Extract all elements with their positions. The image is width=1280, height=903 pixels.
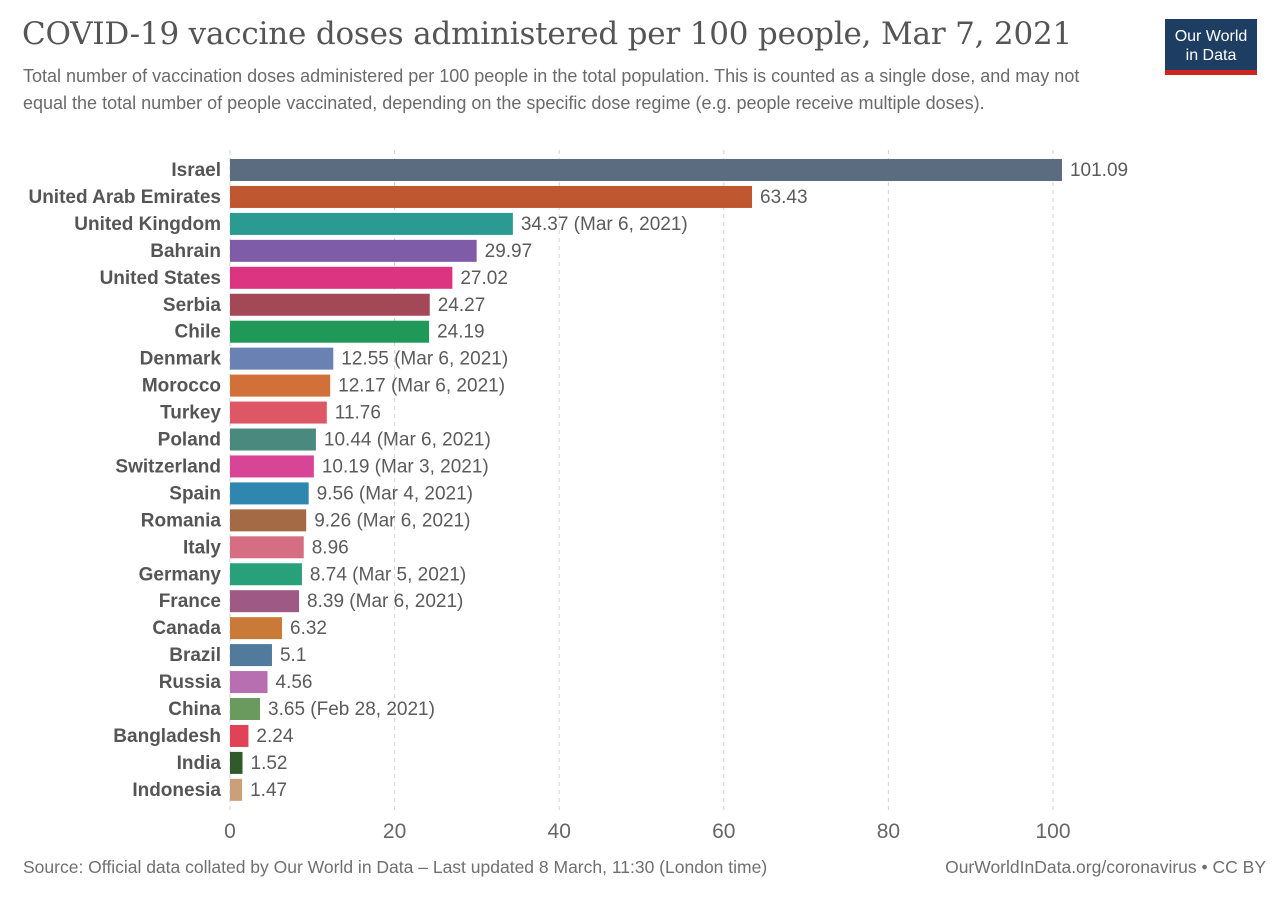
bar[interactable] bbox=[230, 751, 243, 774]
category-label: Bahrain bbox=[150, 241, 221, 262]
value-label: 5.1 bbox=[280, 645, 306, 666]
bar[interactable] bbox=[230, 320, 430, 343]
bar[interactable] bbox=[230, 401, 327, 424]
bar[interactable] bbox=[230, 185, 753, 208]
category-labels: Israel United Arab Emirates United Kingdom… bbox=[28, 160, 221, 801]
category-label: India bbox=[177, 753, 222, 774]
category-label: Brazil bbox=[169, 645, 221, 666]
bar[interactable] bbox=[230, 239, 477, 262]
bar[interactable] bbox=[230, 509, 307, 532]
category-label: Turkey bbox=[160, 403, 221, 424]
value-label: 6.32 bbox=[290, 618, 327, 639]
category-label: Indonesia bbox=[132, 780, 221, 801]
category-label: Switzerland bbox=[115, 456, 221, 477]
value-label: 9.56 (Mar 4, 2021) bbox=[317, 483, 473, 504]
bar[interactable] bbox=[230, 698, 261, 720]
value-label: 34.37 (Mar 6, 2021) bbox=[521, 214, 688, 235]
value-label: 101.09 bbox=[1070, 160, 1128, 181]
bar[interactable] bbox=[230, 455, 314, 478]
bar[interactable] bbox=[230, 778, 243, 801]
category-label: Israel bbox=[171, 160, 221, 181]
owid-logo[interactable]: Our World in Data bbox=[1165, 19, 1257, 75]
chart-title: COVID-19 vaccine doses administered per … bbox=[22, 16, 1073, 52]
grid-lines bbox=[229, 150, 1054, 810]
value-label: 11.76 bbox=[335, 403, 381, 424]
bar[interactable] bbox=[230, 671, 268, 694]
bar[interactable] bbox=[230, 347, 334, 370]
bars bbox=[230, 159, 1062, 801]
value-label: 29.97 bbox=[485, 241, 533, 262]
value-label: 2.24 bbox=[256, 726, 293, 747]
footer-source: Source: Official data collated by Our Wo… bbox=[23, 857, 768, 877]
value-label: 10.19 (Mar 3, 2021) bbox=[322, 456, 489, 477]
category-label: Morocco bbox=[142, 376, 221, 397]
logo-line-2: in Data bbox=[1185, 47, 1237, 64]
bar[interactable] bbox=[230, 159, 1062, 181]
category-label: Chile bbox=[175, 322, 221, 343]
bar[interactable] bbox=[230, 266, 453, 289]
bar[interactable] bbox=[230, 374, 331, 397]
value-label: 1.52 bbox=[251, 753, 288, 774]
value-label: 3.65 (Feb 28, 2021) bbox=[268, 699, 435, 720]
value-label: 27.02 bbox=[460, 268, 508, 289]
value-label: 24.19 bbox=[437, 322, 485, 343]
bar[interactable] bbox=[230, 563, 302, 586]
category-label: United States bbox=[100, 268, 221, 289]
value-label: 12.17 (Mar 6, 2021) bbox=[338, 376, 505, 397]
value-labels: 101.09 63.43 34.37 (Mar 6, 2021) 29.97 27.02… bbox=[250, 160, 1128, 801]
chart-subtitle: Total number of vaccination doses admini… bbox=[23, 66, 1080, 113]
value-label: 24.27 bbox=[438, 295, 486, 316]
bar[interactable] bbox=[230, 212, 513, 235]
x-tick-label: 100 bbox=[1035, 820, 1070, 843]
x-tick-label: 0 bbox=[224, 820, 236, 843]
value-label: 8.96 bbox=[312, 537, 349, 558]
bar[interactable] bbox=[230, 617, 283, 640]
value-label: 8.39 (Mar 6, 2021) bbox=[307, 591, 463, 612]
category-label: Canada bbox=[152, 618, 221, 639]
x-tick-label: 40 bbox=[548, 820, 571, 843]
bar[interactable] bbox=[230, 590, 300, 613]
footer-url-license[interactable]: OurWorldInData.org/coronavirus • CC BY bbox=[945, 857, 1266, 877]
category-label: Italy bbox=[183, 537, 221, 558]
category-label: Denmark bbox=[140, 349, 222, 370]
value-label: 63.43 bbox=[760, 187, 808, 208]
bar[interactable] bbox=[230, 482, 309, 505]
bar[interactable] bbox=[230, 536, 304, 559]
x-tick-label: 80 bbox=[877, 820, 900, 843]
category-label: Poland bbox=[158, 430, 221, 451]
category-label: France bbox=[159, 591, 221, 612]
category-label: United Arab Emirates bbox=[28, 187, 221, 208]
x-axis-ticks: 0 20 40 60 80 100 bbox=[224, 820, 1070, 843]
value-label: 10.44 (Mar 6, 2021) bbox=[324, 430, 491, 451]
value-label: 9.26 (Mar 6, 2021) bbox=[314, 510, 470, 531]
x-tick-label: 20 bbox=[383, 820, 406, 843]
bar[interactable] bbox=[230, 293, 430, 316]
category-label: Bangladesh bbox=[113, 726, 221, 747]
category-label: Russia bbox=[159, 672, 222, 693]
logo-line-1: Our World bbox=[1174, 28, 1248, 45]
value-label: 12.55 (Mar 6, 2021) bbox=[341, 349, 508, 370]
bar[interactable] bbox=[230, 428, 316, 451]
bar[interactable] bbox=[230, 644, 272, 667]
category-label: Spain bbox=[169, 483, 221, 504]
category-label: Romania bbox=[141, 510, 222, 531]
bar[interactable] bbox=[230, 724, 249, 747]
x-tick-label: 60 bbox=[712, 820, 735, 843]
category-label: China bbox=[168, 699, 221, 720]
category-label: Serbia bbox=[163, 295, 222, 316]
category-label: Germany bbox=[139, 564, 222, 585]
value-label: 1.47 bbox=[250, 780, 287, 801]
value-label: 4.56 bbox=[276, 672, 313, 693]
value-label: 8.74 (Mar 5, 2021) bbox=[310, 564, 466, 585]
category-label: United Kingdom bbox=[74, 214, 221, 235]
